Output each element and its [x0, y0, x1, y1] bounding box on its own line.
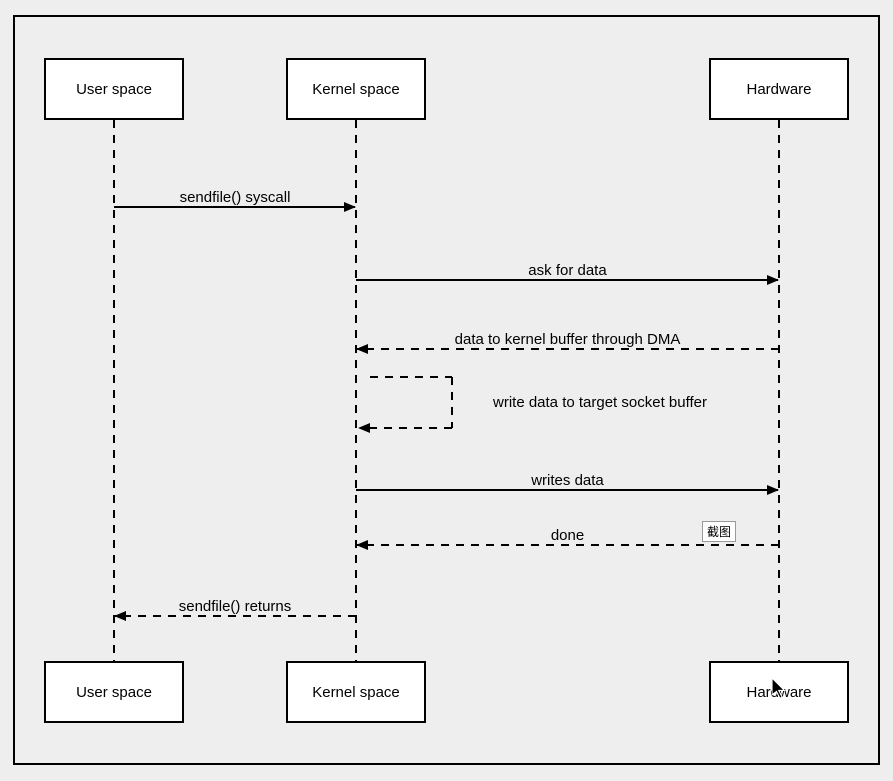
participant-label: Hardware — [746, 684, 811, 701]
message-label-m1: sendfile() syscall — [180, 189, 291, 206]
participant-box-user-bottom: User space — [44, 661, 184, 723]
participant-label: Kernel space — [312, 684, 400, 701]
message-label-m6: done — [551, 527, 584, 544]
participant-box-kernel-bottom: Kernel space — [286, 661, 426, 723]
participant-label: Hardware — [746, 81, 811, 98]
participant-box-kernel-top: Kernel space — [286, 58, 426, 120]
diagram-canvas: User space Kernel space Hardware User sp… — [0, 0, 893, 781]
participant-box-hardware-top: Hardware — [709, 58, 849, 120]
message-label-m5: writes data — [531, 472, 604, 489]
participant-box-hardware-bottom: Hardware — [709, 661, 849, 723]
participant-label: Kernel space — [312, 81, 400, 98]
participant-label: User space — [76, 81, 152, 98]
message-label-m3: data to kernel buffer through DMA — [455, 331, 681, 348]
message-label-m2: ask for data — [528, 262, 606, 279]
participant-label: User space — [76, 684, 152, 701]
screenshot-badge: 截图 — [702, 521, 736, 542]
participant-box-user-top: User space — [44, 58, 184, 120]
message-label-m4: write data to target socket buffer — [493, 394, 707, 411]
message-label-m7: sendfile() returns — [179, 598, 292, 615]
